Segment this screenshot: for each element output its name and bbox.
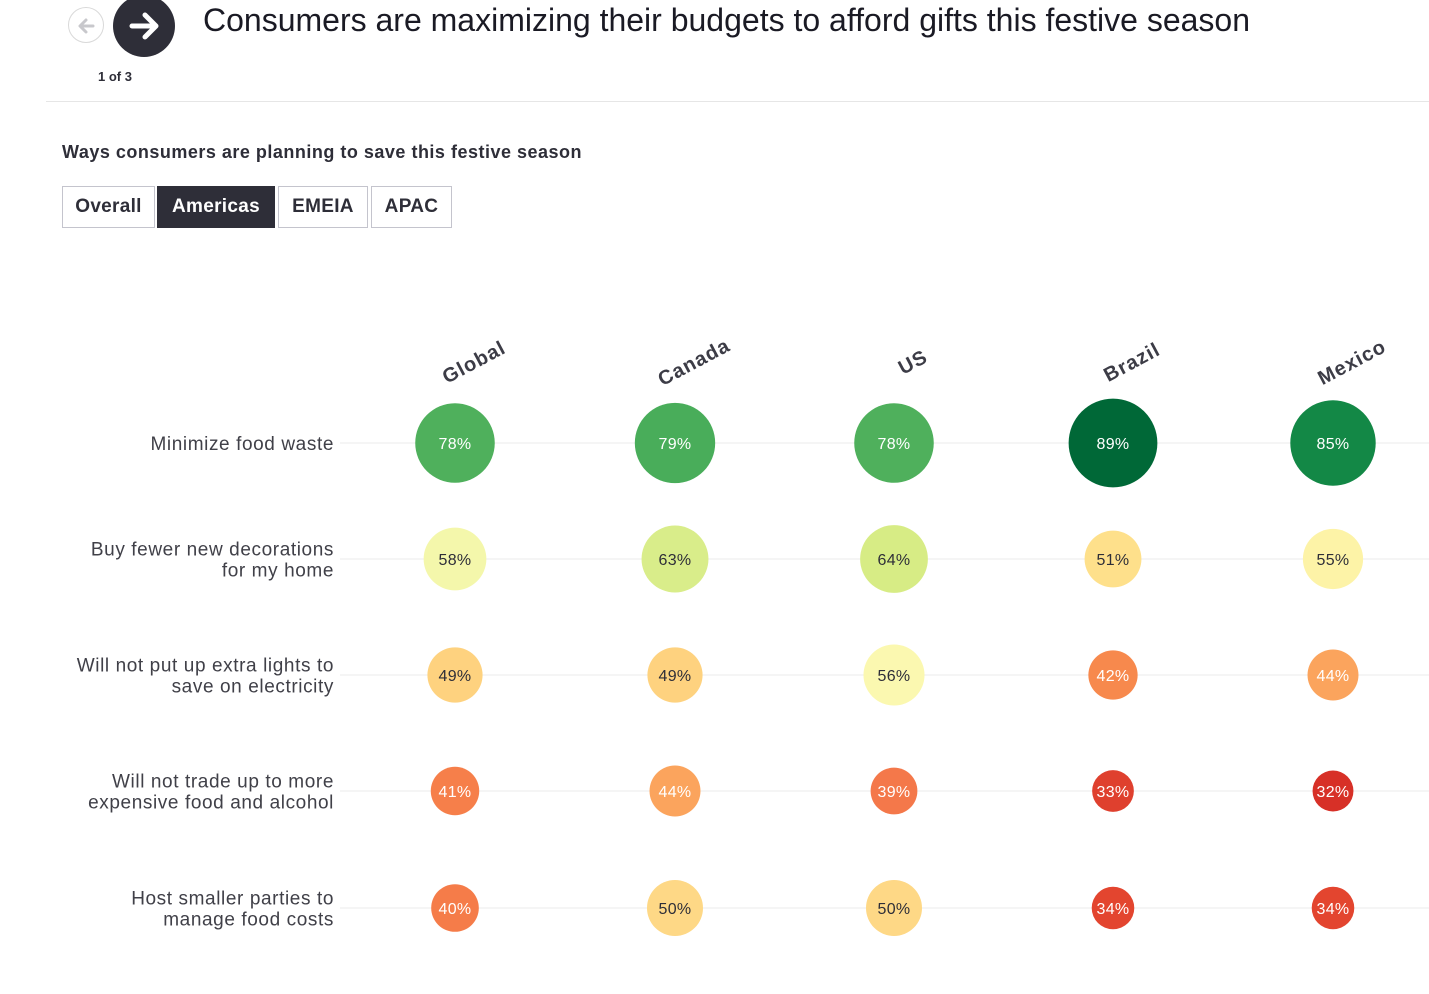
- value-bubble: [863, 644, 925, 706]
- value-bubble: [1088, 650, 1138, 700]
- value-label: 44%: [1317, 668, 1350, 685]
- value-label: 33%: [1097, 784, 1130, 801]
- value-label: 56%: [878, 668, 911, 685]
- page-indicator: 1 of 3: [98, 69, 132, 84]
- value-label: 79%: [659, 436, 692, 453]
- row-label: Will not put up extra lights to: [77, 656, 334, 677]
- row-label: Buy fewer new decorations: [91, 540, 334, 561]
- arrow-right-icon: [129, 12, 159, 40]
- value-bubble: [1311, 886, 1355, 930]
- value-bubble: [647, 647, 703, 703]
- value-label: 78%: [439, 436, 472, 453]
- row-label: Minimize food waste: [150, 434, 334, 455]
- column-label-canada: Canada: [654, 335, 733, 391]
- value-label: 51%: [1097, 552, 1130, 569]
- value-bubble: [427, 647, 483, 703]
- header-divider: [46, 101, 1429, 102]
- tab-americas[interactable]: Americas: [157, 186, 275, 228]
- value-bubble: [1068, 398, 1158, 488]
- value-bubble: [423, 527, 487, 591]
- value-label: 34%: [1317, 901, 1350, 918]
- row-label: manage food costs: [163, 910, 334, 931]
- value-label: 58%: [439, 552, 472, 569]
- value-bubble: [647, 880, 703, 936]
- value-bubble: [870, 767, 918, 815]
- next-button[interactable]: [113, 0, 175, 57]
- column-label-brazil: Brazil: [1100, 339, 1164, 387]
- value-label: 55%: [1317, 552, 1350, 569]
- value-bubble: [1307, 649, 1359, 701]
- value-label: 49%: [439, 668, 472, 685]
- value-label: 42%: [1097, 668, 1130, 685]
- value-bubble: [1312, 770, 1354, 812]
- column-label-global: Global: [439, 337, 510, 388]
- value-label: 49%: [659, 668, 692, 685]
- tab-overall[interactable]: Overall: [62, 186, 155, 228]
- page-title: Consumers are maximizing their budgets t…: [203, 2, 1251, 38]
- row-label: Will not trade up to more: [112, 772, 334, 793]
- value-label: 85%: [1317, 436, 1350, 453]
- value-bubble: [641, 525, 709, 593]
- value-bubble: [431, 884, 479, 932]
- chart-subtitle: Ways consumers are planning to save this…: [62, 142, 583, 162]
- value-label: 64%: [878, 552, 911, 569]
- column-label-us: US: [895, 346, 932, 379]
- value-label: 50%: [878, 901, 911, 918]
- value-label: 40%: [439, 901, 472, 918]
- value-label: 39%: [878, 784, 911, 801]
- value-bubble: [1302, 528, 1364, 590]
- value-bubble: [634, 402, 716, 484]
- value-bubble: [1091, 886, 1135, 930]
- value-label: 63%: [659, 552, 692, 569]
- value-label: 34%: [1097, 901, 1130, 918]
- value-label: 32%: [1317, 784, 1350, 801]
- value-label: 78%: [878, 436, 911, 453]
- row-label: expensive food and alcohol: [88, 793, 334, 814]
- value-label: 89%: [1097, 436, 1130, 453]
- value-label: 41%: [439, 784, 472, 801]
- value-bubble: [860, 525, 928, 593]
- column-label-mexico: Mexico: [1314, 336, 1390, 390]
- value-bubble: [430, 766, 480, 816]
- tab-emeia[interactable]: EMEIA: [278, 186, 368, 228]
- arrow-left-icon: [78, 18, 95, 34]
- value-bubble: [649, 765, 701, 817]
- row-label: Host smaller parties to: [131, 889, 334, 910]
- value-label: 44%: [659, 784, 692, 801]
- value-bubble: [1290, 400, 1376, 486]
- value-label: 50%: [659, 901, 692, 918]
- tab-apac[interactable]: APAC: [371, 186, 452, 228]
- value-bubble: [866, 880, 922, 936]
- row-label: for my home: [222, 561, 334, 582]
- value-bubble: [854, 403, 934, 483]
- value-bubble: [1092, 770, 1134, 812]
- row-label: save on electricity: [172, 677, 334, 698]
- value-bubble: [415, 403, 495, 483]
- value-bubble: [1084, 530, 1142, 588]
- previous-button[interactable]: [68, 7, 104, 43]
